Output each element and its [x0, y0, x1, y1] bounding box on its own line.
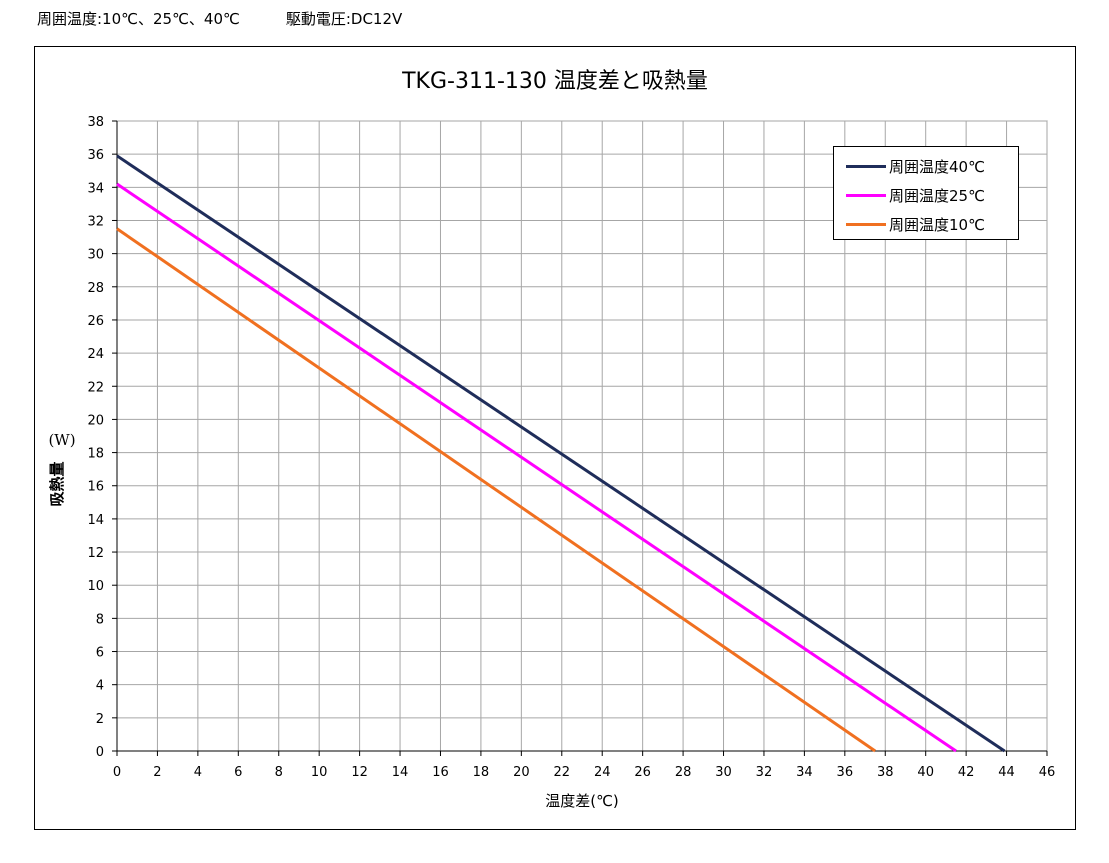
- legend-swatch: [846, 223, 886, 226]
- x-tick-label: 14: [392, 765, 409, 780]
- x-tick-label: 6: [234, 765, 242, 780]
- drive-voltage-text: 駆動電圧:DC12V: [285, 10, 403, 28]
- series-line-1: [116, 182, 957, 753]
- x-tick-label: 40: [917, 765, 934, 780]
- y-tick-label: 38: [87, 115, 104, 130]
- series-line-2: [116, 227, 877, 753]
- x-tick-labels: 0 2 4 6 8 10 12 14 16 18 20 22 24 26 28 30 32 34 36 38 40 42 4…: [113, 765, 1055, 780]
- y-axis-unit: (W): [48, 431, 75, 449]
- legend-item-1: 周囲温度25℃: [834, 181, 1018, 210]
- x-tick-label: 22: [554, 765, 571, 780]
- y-tick-label: 12: [87, 546, 104, 561]
- y-tick-label: 32: [87, 214, 104, 229]
- x-tick-label: 18: [473, 765, 490, 780]
- y-tick-label: 20: [87, 413, 104, 428]
- legend-label: 周囲温度40℃: [889, 158, 985, 176]
- y-tick-label: 8: [96, 612, 104, 627]
- x-tick-label: 34: [796, 765, 813, 780]
- legend-item-2: 周囲温度10℃: [834, 210, 1018, 239]
- x-tick-label: 46: [1039, 765, 1056, 780]
- legend: 周囲温度40℃ 周囲温度25℃ 周囲温度10℃: [833, 146, 1019, 240]
- y-tick-label: 24: [87, 347, 104, 362]
- y-axis-label: 吸熱量: [48, 461, 66, 506]
- spec-header: 周囲温度:10℃、25℃、40℃ 駆動電圧:DC12V: [37, 8, 448, 29]
- x-tick-label: 28: [675, 765, 692, 780]
- x-tick-label: 10: [311, 765, 328, 780]
- y-tick-label: 6: [96, 646, 104, 661]
- y-tick-label: 22: [87, 380, 104, 395]
- legend-swatch: [846, 165, 886, 168]
- x-tick-label: 0: [113, 765, 121, 780]
- x-tick-label: 8: [275, 765, 283, 780]
- series-lines: [116, 154, 1006, 753]
- y-tick-label: 28: [87, 281, 104, 296]
- y-tick-label: 26: [87, 314, 104, 329]
- y-tick-label: 2: [96, 712, 104, 727]
- x-tick-label: 42: [958, 765, 975, 780]
- y-tick-label: 18: [87, 447, 104, 462]
- y-tick-label: 4: [96, 679, 104, 694]
- x-tick-label: 24: [594, 765, 611, 780]
- x-tick-label: 32: [756, 765, 773, 780]
- y-tick-label: 36: [87, 148, 104, 163]
- chart-title: TKG-311-130 温度差と吸熱量: [401, 69, 708, 94]
- legend-label: 周囲温度25℃: [889, 187, 985, 205]
- x-tick-label: 44: [998, 765, 1015, 780]
- x-tick-label: 38: [877, 765, 894, 780]
- y-tick-label: 30: [87, 248, 104, 263]
- y-tick-label: 14: [87, 513, 104, 528]
- x-tick-label: 12: [351, 765, 368, 780]
- ambient-temperature-text: 周囲温度:10℃、25℃、40℃: [37, 10, 240, 28]
- x-tick-label: 30: [715, 765, 732, 780]
- x-tick-label: 4: [194, 765, 202, 780]
- legend-swatch: [846, 194, 886, 197]
- x-tick-label: 2: [153, 765, 161, 780]
- y-tick-label: 16: [87, 480, 104, 495]
- legend-item-0: 周囲温度40℃: [834, 152, 1018, 181]
- x-tick-label: 20: [513, 765, 530, 780]
- legend-label: 周囲温度10℃: [889, 216, 985, 234]
- y-tick-label: 0: [96, 745, 104, 760]
- x-tick-label: 36: [837, 765, 854, 780]
- series-line-0: [116, 154, 1006, 753]
- x-tick-label: 26: [634, 765, 651, 780]
- y-tick-label: 10: [87, 579, 104, 594]
- x-tick-label: 16: [432, 765, 449, 780]
- x-axis-label: 温度差(℃): [545, 792, 619, 810]
- y-tick-label: 34: [87, 181, 104, 196]
